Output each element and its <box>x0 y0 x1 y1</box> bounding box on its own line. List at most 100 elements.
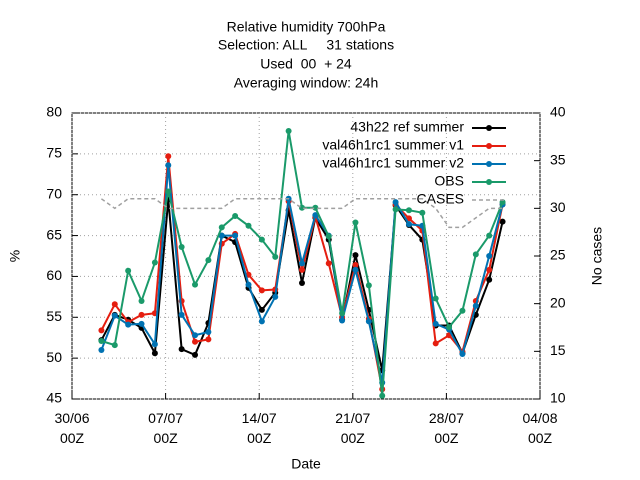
data-point <box>205 328 212 335</box>
legend-label: val46h1rc1 summer v2 <box>322 155 464 171</box>
data-point <box>258 306 265 313</box>
data-point <box>111 301 118 308</box>
data-point <box>472 251 479 258</box>
data-point <box>325 260 332 267</box>
y-tick-label: 80 <box>46 104 62 120</box>
legend-label: 43h22 ref summer <box>350 119 464 135</box>
legend-label: CASES <box>417 191 464 207</box>
data-point <box>339 317 346 324</box>
data-point <box>446 324 453 331</box>
data-point <box>432 295 439 302</box>
data-point <box>165 188 172 195</box>
legend-marker <box>486 125 492 131</box>
chart-title: Used 00 + 24 <box>260 56 352 72</box>
y-axis-label: % <box>7 250 23 262</box>
data-point <box>138 297 145 304</box>
data-point <box>151 259 158 266</box>
data-point <box>138 311 145 318</box>
data-point <box>352 266 359 273</box>
legend-label: val46h1rc1 summer v1 <box>322 137 464 153</box>
data-point <box>165 162 172 169</box>
x-tick-label: 30/06 00Z <box>54 410 89 446</box>
data-point <box>352 252 359 259</box>
data-point <box>298 266 305 273</box>
data-point <box>499 218 506 225</box>
data-point <box>365 318 372 325</box>
data-point <box>165 153 172 160</box>
data-point <box>192 281 199 288</box>
y2-tick-label: 35 <box>550 151 566 167</box>
data-point <box>178 346 185 353</box>
y2-tick-label: 10 <box>550 390 566 406</box>
y-tick-label: 55 <box>46 308 62 324</box>
legend-marker <box>486 161 492 167</box>
y2-tick-label: 40 <box>550 104 566 120</box>
data-point <box>459 307 466 314</box>
y2-axis-label: No cases <box>589 227 605 285</box>
x-tick-label: 28/07 00Z <box>429 410 464 446</box>
data-point <box>98 337 105 344</box>
data-point <box>98 327 105 334</box>
data-point <box>245 222 252 229</box>
data-point <box>98 346 105 353</box>
data-point <box>379 392 386 399</box>
data-point <box>405 221 412 228</box>
data-point <box>178 244 185 251</box>
data-point <box>472 302 479 309</box>
data-point <box>352 219 359 226</box>
data-point <box>125 321 132 328</box>
x-tick-label: 14/07 00Z <box>242 410 277 446</box>
data-point <box>205 336 212 343</box>
data-point <box>192 332 199 339</box>
data-point <box>298 204 305 211</box>
data-point <box>405 207 412 214</box>
data-point <box>486 232 493 239</box>
data-point <box>325 233 332 240</box>
y-tick-label: 65 <box>46 226 62 242</box>
data-point <box>245 281 252 288</box>
data-point <box>125 267 132 274</box>
data-point <box>298 260 305 267</box>
data-point <box>111 342 118 349</box>
data-point <box>312 212 319 219</box>
y2-tick-label: 15 <box>550 342 566 358</box>
data-point <box>392 199 399 206</box>
data-point <box>151 350 158 357</box>
x-tick-label: 04/08 00Z <box>522 410 557 446</box>
data-point <box>339 310 346 317</box>
data-point <box>138 320 145 327</box>
data-point <box>486 266 493 273</box>
y-tick-label: 45 <box>46 390 62 406</box>
data-point <box>192 351 199 358</box>
data-point <box>365 282 372 289</box>
y-tick-label: 75 <box>46 145 62 161</box>
data-point <box>205 257 212 264</box>
data-point <box>192 338 199 345</box>
data-point <box>272 293 279 300</box>
data-point <box>232 232 239 239</box>
data-point <box>272 253 279 260</box>
chart-title: Relative humidity 700hPa <box>227 19 386 35</box>
data-point <box>432 320 439 327</box>
legend-marker <box>486 143 492 149</box>
data-point <box>459 351 466 358</box>
data-point <box>111 312 118 319</box>
y2-tick-label: 30 <box>550 199 566 215</box>
data-point <box>486 276 493 283</box>
x-tick-label: 21/07 00Z <box>335 410 370 446</box>
data-point <box>218 224 225 231</box>
chart-title: Selection: ALL 31 stations <box>218 37 394 53</box>
y-tick-label: 50 <box>46 349 62 365</box>
data-point <box>178 311 185 318</box>
y2-tick-label: 20 <box>550 294 566 310</box>
legend-label: OBS <box>434 173 464 189</box>
data-point <box>392 206 399 213</box>
data-point <box>486 253 493 259</box>
data-point <box>258 287 265 294</box>
x-tick-label: 07/07 00Z <box>148 410 183 446</box>
y-tick-label: 60 <box>46 267 62 283</box>
x-axis-label: Date <box>291 456 321 472</box>
data-point <box>258 236 265 243</box>
data-point <box>151 341 158 348</box>
